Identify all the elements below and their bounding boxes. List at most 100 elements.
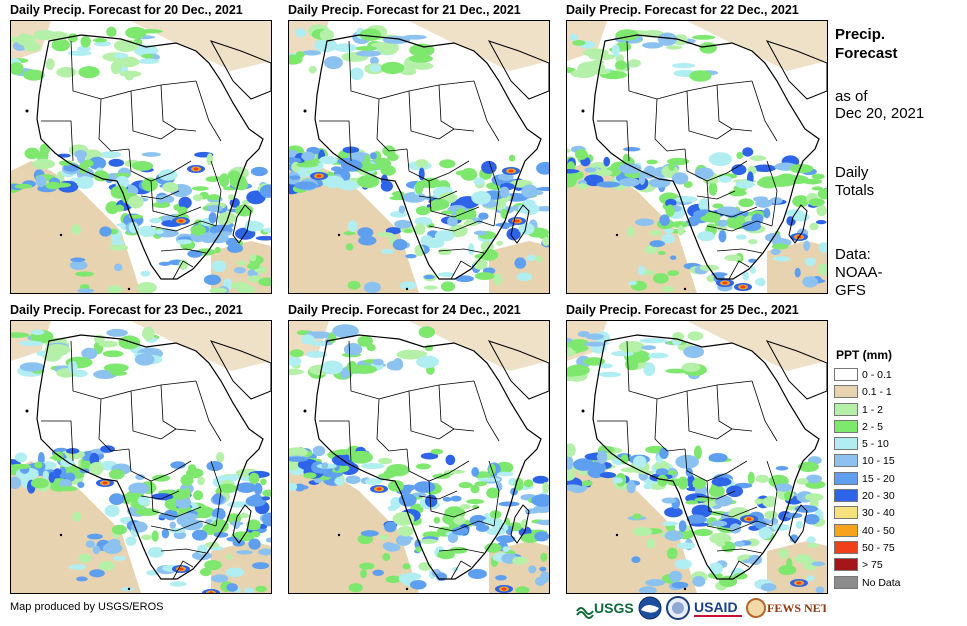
country-border <box>150 220 217 232</box>
rain-cell <box>319 29 335 41</box>
rain-cell <box>603 156 611 167</box>
rain-cell <box>403 228 413 233</box>
rain-cell <box>128 482 150 495</box>
rain-cell <box>372 358 384 366</box>
madagascar-outline <box>232 504 252 544</box>
rain-cell <box>68 564 87 570</box>
island-marker <box>683 287 687 291</box>
rain-cell <box>638 586 657 593</box>
rain-cell <box>11 463 31 470</box>
rain-cell <box>533 505 549 513</box>
rain-cell <box>646 159 658 165</box>
island-marker <box>615 233 619 237</box>
rain-cell <box>577 331 590 338</box>
rain-cell <box>206 204 223 213</box>
arabia-outline <box>209 340 271 400</box>
rain-cell <box>774 483 793 492</box>
rain-cell <box>209 287 227 293</box>
rain-cell <box>567 148 571 153</box>
rain-cell <box>93 369 118 380</box>
rain-cell <box>646 538 655 549</box>
rain-cell <box>526 254 537 262</box>
rain-cell <box>78 66 100 79</box>
rain-cell <box>115 172 130 178</box>
rain-cell <box>450 495 462 502</box>
rain-cell <box>177 206 188 215</box>
totals-line2: Totals <box>835 182 875 199</box>
rain-cell <box>817 263 827 276</box>
panel-title: Daily Precip. Forecast for 20 Dec., 2021 <box>10 3 243 17</box>
continent-outline <box>592 34 820 280</box>
rain-cell <box>113 263 123 272</box>
rain-cell <box>760 583 777 592</box>
rain-cell <box>45 58 55 70</box>
rain-cell <box>178 196 192 209</box>
rain-cell <box>372 569 384 576</box>
rain-cell <box>405 254 417 259</box>
rain-cell <box>599 363 613 369</box>
heavy-rain-cell <box>508 169 514 173</box>
rain-cell <box>455 213 470 221</box>
country-border <box>766 160 778 227</box>
rain-cell <box>357 227 374 238</box>
rain-cell <box>262 227 271 233</box>
country-border <box>686 90 733 140</box>
rain-cell <box>77 288 95 293</box>
rain-cell <box>622 147 641 152</box>
rain-cell <box>206 460 223 472</box>
rain-cell <box>67 360 78 375</box>
rain-cell <box>778 564 797 576</box>
legend-swatch <box>834 437 858 451</box>
rain-cell <box>528 565 537 574</box>
rain-cell <box>415 158 429 168</box>
rain-cell <box>430 448 444 455</box>
island-marker <box>59 533 63 537</box>
rain-cell <box>474 481 487 487</box>
heavy-rain-cell <box>178 567 184 571</box>
rain-cell <box>413 492 427 498</box>
rain-cell <box>496 482 503 492</box>
rain-cell <box>103 363 129 373</box>
heavy-rain-cell <box>501 587 507 591</box>
rain-cell <box>481 160 497 174</box>
rain-cell <box>169 521 177 529</box>
madagascar-outline <box>788 204 808 244</box>
rain-cell <box>439 159 456 169</box>
rain-cell <box>486 487 500 499</box>
rain-cell <box>811 561 826 567</box>
rain-cell <box>480 249 499 261</box>
forecast-panel: Daily Precip. Forecast for 20 Dec., 2021 <box>10 3 272 298</box>
rain-cell <box>434 230 455 242</box>
rain-cell <box>59 466 67 479</box>
rain-cell <box>496 240 503 246</box>
rain-cell <box>300 334 315 345</box>
svg-text:FEWS NET: FEWS NET <box>767 601 826 615</box>
rain-cell <box>334 449 350 456</box>
island-marker <box>683 587 687 591</box>
rain-cell <box>718 230 727 243</box>
rain-cell <box>729 523 741 534</box>
rain-cell <box>135 474 145 480</box>
rain-cell <box>520 203 540 215</box>
rain-cell <box>350 67 364 81</box>
rain-cell <box>260 478 267 486</box>
rain-cell <box>378 472 396 479</box>
rain-cell <box>811 186 824 191</box>
rain-cell <box>380 61 405 75</box>
map-canvas <box>11 321 271 593</box>
forecast-panel: Daily Precip. Forecast for 24 Dec., 2021 <box>288 303 550 598</box>
country-border <box>150 480 202 518</box>
country-border <box>766 460 778 527</box>
rain-cell <box>85 540 96 548</box>
rain-cell <box>110 185 128 199</box>
rain-cell <box>236 550 253 555</box>
rain-cell <box>523 479 534 488</box>
rain-cell <box>108 469 125 480</box>
rain-cell <box>237 284 255 293</box>
country-border <box>160 248 207 254</box>
rain-cell <box>34 461 43 469</box>
rain-cell <box>116 56 140 68</box>
rain-cell <box>643 483 653 490</box>
country-border <box>172 560 194 580</box>
rain-cell <box>698 198 710 212</box>
